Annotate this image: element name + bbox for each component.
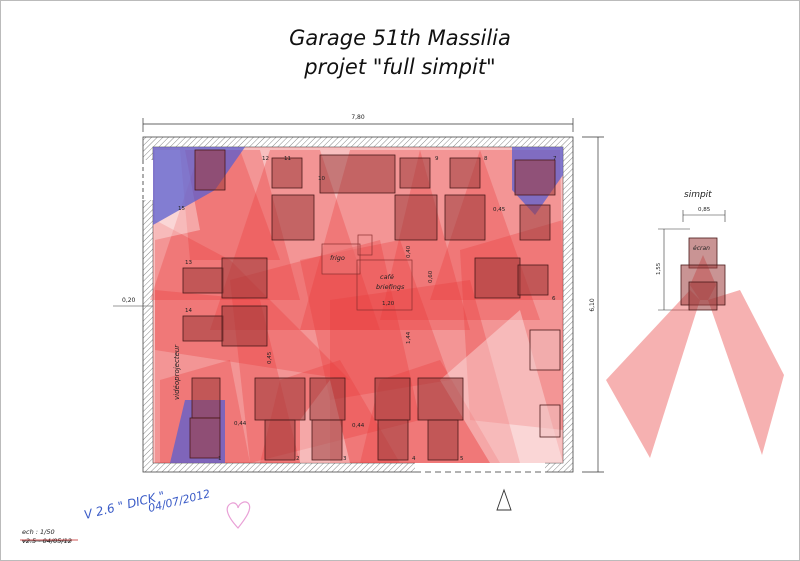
- desk: [514, 159, 556, 196]
- svg-text:14: 14: [185, 308, 192, 314]
- desk: [449, 157, 481, 189]
- svg-text:1,44: 1,44: [406, 331, 412, 344]
- desk: [182, 315, 224, 342]
- old-version-label: v2.5 - 04/05/12: [22, 537, 72, 545]
- page-title: Garage 51th Massilia: [289, 26, 511, 50]
- sim-desks: [182, 149, 561, 461]
- svg-text:1,20: 1,20: [382, 301, 395, 307]
- desk: [444, 194, 486, 241]
- svg-text:7: 7: [553, 156, 557, 162]
- wall-dim-label: 0,20: [122, 297, 136, 304]
- ecran-label: écran: [693, 245, 710, 252]
- desk: [474, 257, 521, 299]
- page-subtitle: projet "full simpit": [304, 55, 496, 79]
- desk: [519, 204, 551, 241]
- svg-text:6: 6: [552, 296, 556, 302]
- desk: [194, 149, 226, 191]
- svg-text:9: 9: [435, 156, 439, 162]
- briefing-table: [356, 259, 413, 311]
- desk: [427, 419, 459, 461]
- scale-label: ech : 1/50: [22, 528, 55, 536]
- svg-text:0,45: 0,45: [493, 207, 506, 213]
- interior-dims: 0,45 0,40 0,60 1,20 1,44 0,45 0,44 0,44: [234, 207, 506, 429]
- svg-text:0,44: 0,44: [234, 421, 247, 427]
- svg-text:11: 11: [284, 156, 291, 162]
- videoprojecteur-label: vidéoprojecteur: [173, 344, 181, 400]
- svg-text:0,45: 0,45: [267, 351, 273, 364]
- svg-text:0,40: 0,40: [406, 245, 412, 258]
- desk: [271, 194, 315, 241]
- svg-text:8: 8: [484, 156, 488, 162]
- simpit-screen-box: [688, 237, 718, 269]
- svg-text:2: 2: [296, 456, 300, 462]
- frigo-label: frigo: [330, 254, 345, 262]
- simpit-rig: [680, 237, 726, 311]
- door-opening: [415, 462, 545, 474]
- desk: [377, 419, 409, 461]
- desk: [221, 305, 268, 347]
- simpit-height-label: 1,55: [656, 262, 662, 275]
- desk: [394, 194, 438, 241]
- svg-text:4: 4: [412, 456, 416, 462]
- fridge: [321, 243, 361, 275]
- entrance-arrow: [496, 488, 512, 511]
- desk: [319, 154, 396, 194]
- width-dimension: [142, 118, 574, 132]
- window-opening: [141, 160, 155, 200]
- desk: [399, 157, 431, 189]
- coffee-machine: [357, 234, 373, 256]
- svg-text:0,60: 0,60: [428, 270, 434, 283]
- width-dim-label: 7,80: [351, 114, 365, 121]
- svg-text:13: 13: [185, 260, 192, 266]
- desk: [529, 329, 561, 371]
- svg-text:10: 10: [318, 176, 325, 182]
- seat-numbers: 12 11 10 9 8 7 13 14 15 1 2 3 4 5 6: [178, 156, 557, 462]
- svg-text:0,44: 0,44: [352, 423, 365, 429]
- simpit-width-label: 0,85: [698, 207, 711, 213]
- desk: [311, 419, 343, 461]
- desk: [271, 157, 303, 189]
- simpit-label: simpit: [684, 190, 712, 200]
- desk: [374, 377, 411, 421]
- desk: [517, 264, 549, 296]
- desk: [417, 377, 464, 421]
- desk: [182, 267, 224, 294]
- desk: [191, 377, 221, 419]
- desk: [309, 377, 346, 421]
- svg-text:12: 12: [262, 156, 269, 162]
- briefings-label: briefings: [376, 283, 405, 291]
- svg-text:3: 3: [343, 456, 347, 462]
- svg-text:5: 5: [460, 456, 464, 462]
- desk: [254, 377, 306, 421]
- desk: [539, 404, 561, 438]
- desk: [264, 419, 296, 461]
- svg-text:1: 1: [218, 456, 222, 462]
- height-dim-label: 6,10: [589, 298, 596, 312]
- heart-doodle: [226, 501, 251, 529]
- desk: [221, 257, 268, 299]
- desk: [189, 417, 221, 459]
- svg-text:15: 15: [178, 206, 185, 212]
- cafe-label: café: [380, 273, 394, 281]
- simpit-dimension: [658, 210, 726, 311]
- height-dimension: [582, 136, 604, 473]
